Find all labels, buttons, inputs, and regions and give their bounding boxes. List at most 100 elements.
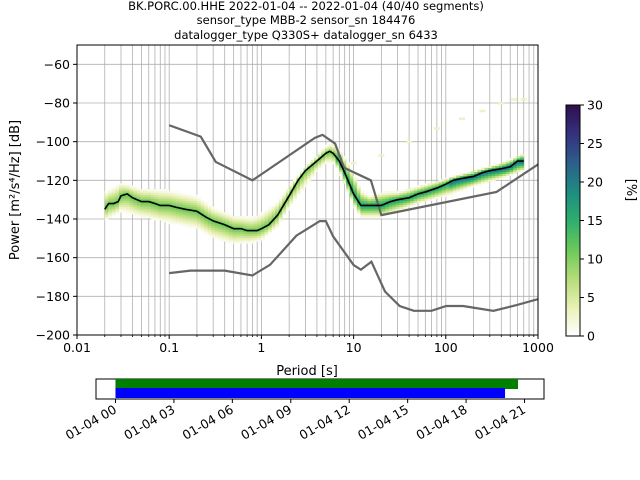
psd-cell: [264, 223, 269, 227]
psd-cell: [136, 194, 141, 198]
psd-cell: [189, 198, 194, 202]
timeline-bar-psd: [115, 388, 506, 398]
psd-cell: [118, 187, 123, 190]
psd-cell: [172, 190, 177, 194]
psd-cell: [165, 196, 170, 200]
psd-cell: [207, 223, 212, 227]
psd-cell: [179, 208, 184, 211]
psd-cell: [459, 189, 464, 192]
psd-cell: [310, 171, 315, 174]
psd-cell: [253, 227, 258, 231]
psd-cell: [260, 225, 265, 229]
psd-cell: [104, 202, 109, 205]
psd-cell: [150, 206, 155, 209]
psd-cell: [104, 196, 109, 200]
psd-cell: [505, 167, 510, 171]
psd-cell: [197, 202, 202, 205]
psd-cell: [161, 218, 166, 221]
psd-cell: [179, 204, 184, 207]
psd-cell: [292, 189, 297, 192]
psd-cell: [147, 206, 152, 209]
psd-cell: [381, 196, 386, 200]
psd-cell: [324, 156, 329, 159]
psd-cell: [243, 231, 248, 234]
psd-cell: [438, 194, 443, 198]
psd-cell: [342, 175, 347, 178]
psd-cell: [434, 190, 439, 194]
psd-cell: [452, 187, 457, 190]
psd-cell: [509, 165, 514, 169]
psd-cell: [147, 190, 152, 194]
psd-cell: [271, 221, 276, 225]
psd-cell: [285, 202, 290, 205]
psd-cell: [388, 204, 393, 207]
psd-cell: [353, 185, 358, 188]
psd-cell: [346, 177, 351, 180]
psd-cell: [236, 225, 241, 229]
psd-cell: [310, 165, 315, 169]
psd-cell: [385, 200, 390, 203]
psd-cell: [204, 212, 209, 215]
psd-cell: [175, 200, 180, 203]
psd-cell: [229, 218, 233, 221]
psd-cell: [197, 225, 202, 229]
psd-cell: [342, 179, 347, 182]
psd-cell: [189, 225, 194, 229]
psd-cell: [488, 177, 493, 180]
colorbar-tick-label: 0: [587, 329, 595, 344]
psd-cell: [378, 214, 383, 217]
psd-cell: [289, 202, 294, 205]
psd-cell: [349, 175, 354, 178]
psd-cell: [470, 181, 475, 184]
chart-title-line-3: datalogger_type Q330S+ datalogger_sn 643…: [174, 28, 438, 42]
psd-cell: [374, 208, 379, 211]
psd-cell: [488, 173, 493, 176]
psd-cell: [193, 204, 198, 207]
psd-cell: [509, 167, 514, 171]
psd-cell: [154, 216, 159, 219]
psd-cell: [434, 185, 439, 188]
psd-cell: [239, 218, 244, 221]
psd-cell: [158, 202, 162, 205]
psd-cell: [331, 161, 336, 165]
psd-cell: [420, 192, 425, 196]
psd-cell: [470, 171, 475, 174]
psd-cell: [221, 237, 226, 240]
psd-cell: [363, 210, 368, 213]
psd-cell: [442, 181, 447, 184]
psd-cell: [346, 190, 351, 194]
psd-cell: [378, 216, 383, 219]
psd-cell: [410, 196, 415, 200]
psd-cell: [172, 192, 177, 196]
psd-cell: [147, 198, 152, 202]
psd-cell: [321, 161, 326, 165]
psd-cell: [356, 212, 361, 215]
psd-cell: [339, 171, 344, 174]
psd-cell: [491, 171, 496, 174]
psd-cell: [108, 206, 113, 209]
psd-cell: [417, 190, 422, 194]
timeline-tick-label: 01-04 03: [121, 402, 177, 443]
psd-cell: [243, 233, 248, 236]
psd-cell: [253, 233, 258, 236]
psd-cell: [442, 194, 447, 198]
psd-cell: [495, 165, 500, 169]
psd-cell: [456, 189, 461, 192]
psd-cell: [349, 194, 354, 198]
psd-cell: [310, 175, 315, 178]
psd-cell: [431, 187, 436, 190]
psd-cell: [406, 202, 411, 205]
psd-cell: [491, 169, 496, 173]
psd-cell: [346, 175, 351, 178]
psd-cell: [356, 208, 361, 211]
psd-cell: [516, 156, 521, 159]
psd-cell: [445, 185, 450, 188]
psd-cell: [193, 208, 198, 211]
psd-cell: [118, 202, 123, 205]
psd-cell: [140, 198, 145, 202]
psd-cell: [392, 194, 397, 198]
psd-cell: [260, 237, 265, 240]
psd-cell: [108, 189, 113, 192]
psd-cell: [349, 181, 354, 184]
psd-cell: [122, 185, 127, 188]
